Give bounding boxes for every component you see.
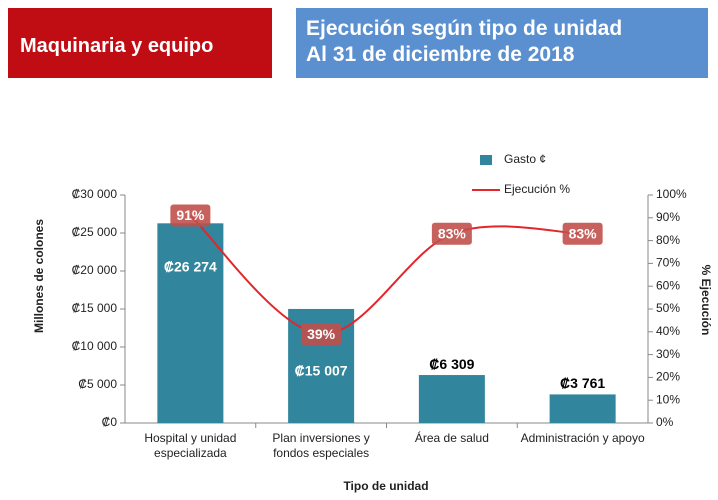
y2-tick-label: 90% <box>656 210 680 224</box>
title-line: Ejecución según tipo de unidad <box>306 17 623 40</box>
y-tick-label: ₡15 000 <box>72 301 118 315</box>
bar-value-label: ₡26 274 <box>164 259 217 275</box>
y-tick-label: ₡10 000 <box>72 339 118 353</box>
x-tick-label: Área de salud <box>414 431 489 445</box>
y-tick-label: ₡0 <box>102 415 118 429</box>
line-label-box <box>431 222 472 245</box>
y2-tick-label: 10% <box>656 392 680 406</box>
x-tick-label: Administración y apoyo <box>520 431 645 445</box>
bar-value-label: ₡3 761 <box>560 375 605 391</box>
x-tick-label: Plan inversiones y fondos especiales <box>272 431 370 460</box>
line-value-label: 83% <box>569 225 598 241</box>
y-tick-label: ₡25 000 <box>72 225 118 239</box>
y2-tick-label: 40% <box>656 324 680 338</box>
bar-value-label: ₡15 007 <box>295 363 348 379</box>
y2-tick-label: 50% <box>656 301 680 315</box>
y2-tick-label: 0% <box>656 415 674 429</box>
title-banner: Ejecución según tipo de unidad Al 31 de … <box>296 8 708 78</box>
y2-tick-label: 30% <box>656 347 680 361</box>
section-banner: Maquinaria y equipo <box>8 8 272 78</box>
y-tick-label: ₡30 000 <box>72 187 118 201</box>
y-tick-label: ₡20 000 <box>72 263 118 277</box>
bar <box>157 223 224 423</box>
legend-label: Ejecución % <box>504 182 570 196</box>
line-value-label: 83% <box>438 225 467 241</box>
y2-tick-label: 60% <box>656 278 680 292</box>
x-tick-label: Hospital y unidad especializada <box>144 431 237 460</box>
line-label-box <box>562 222 603 245</box>
y2-tick-label: 20% <box>656 370 680 384</box>
line-value-label: 39% <box>307 326 336 342</box>
legend-swatch <box>480 155 492 165</box>
bar <box>549 394 616 423</box>
legend-label: Gasto ¢ <box>504 152 546 166</box>
title-line: Al 31 de diciembre de 2018 <box>306 43 575 66</box>
section-title: Maquinaria y equipo <box>20 35 214 57</box>
y2-tick-label: 80% <box>656 233 680 247</box>
y-axis-label: Millones de colones <box>32 219 46 333</box>
y-tick-label: ₡5 000 <box>78 377 117 391</box>
y2-tick-label: 100% <box>656 187 687 201</box>
y2-axis-label: % Ejecución <box>699 265 713 336</box>
line-label-box <box>301 323 342 346</box>
x-axis-label: Tipo de unidad <box>343 479 428 493</box>
y2-tick-label: 70% <box>656 256 680 270</box>
bar <box>418 375 485 423</box>
bar-value-label: ₡6 309 <box>429 356 474 372</box>
line <box>189 214 583 336</box>
line-label-box <box>170 204 211 227</box>
line-value-label: 91% <box>176 207 205 223</box>
